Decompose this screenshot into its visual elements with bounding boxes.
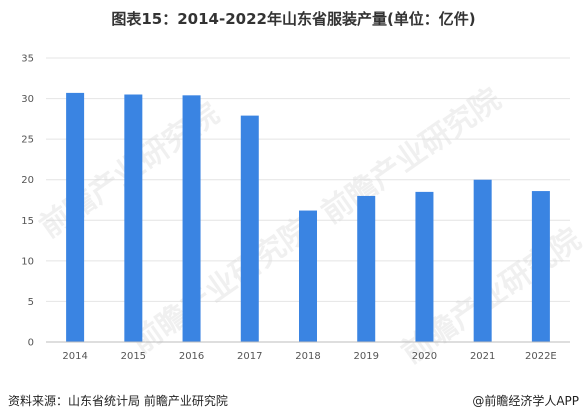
x-tick-label: 2016	[179, 351, 204, 362]
x-tick-label: 2021	[470, 351, 495, 362]
y-tick-label: 0	[28, 338, 34, 349]
y-axis-ticks: 0 5 10 15 20 25 30 35	[21, 54, 34, 349]
bar-2022E	[531, 191, 550, 342]
y-tick-label: 30	[21, 94, 34, 105]
bar-2015	[124, 94, 143, 342]
y-tick-label: 10	[21, 256, 34, 267]
x-axis-ticks: 2014 2015 2016 2017 2018 2019 2020 2021 2022E	[62, 351, 556, 362]
y-tick-label: 25	[21, 135, 34, 146]
y-tick-label: 35	[21, 54, 34, 65]
y-tick-label: 15	[21, 216, 34, 227]
bar-2021	[473, 179, 492, 342]
y-tick-label: 5	[28, 297, 34, 308]
x-tick-label: 2019	[353, 351, 378, 362]
x-tick-label: 2020	[412, 351, 437, 362]
bar-2014	[66, 92, 85, 343]
y-tick-label: 20	[21, 175, 34, 186]
x-tick-label: 2022E	[525, 351, 557, 362]
x-tick-label: 2015	[121, 351, 146, 362]
bar-series	[66, 92, 550, 343]
bar-2017	[240, 115, 259, 343]
chart-title: 图表15：2014-2022年山东省服装产量(单位：亿件)	[111, 10, 475, 28]
bar-2020	[415, 191, 434, 342]
x-tick-label: 2017	[237, 351, 262, 362]
source-note: 资料来源：山东省统计局 前瞻产业研究院	[8, 393, 228, 408]
brand-label: @前瞻经济学人APP	[472, 393, 579, 408]
watermark-text: 前瞻产业研究院	[125, 212, 317, 361]
bar-2016	[182, 95, 201, 342]
bar-2019	[357, 195, 376, 342]
x-tick-label: 2014	[62, 351, 87, 362]
bar-2018	[299, 210, 317, 342]
x-tick-label: 2018	[295, 351, 320, 362]
